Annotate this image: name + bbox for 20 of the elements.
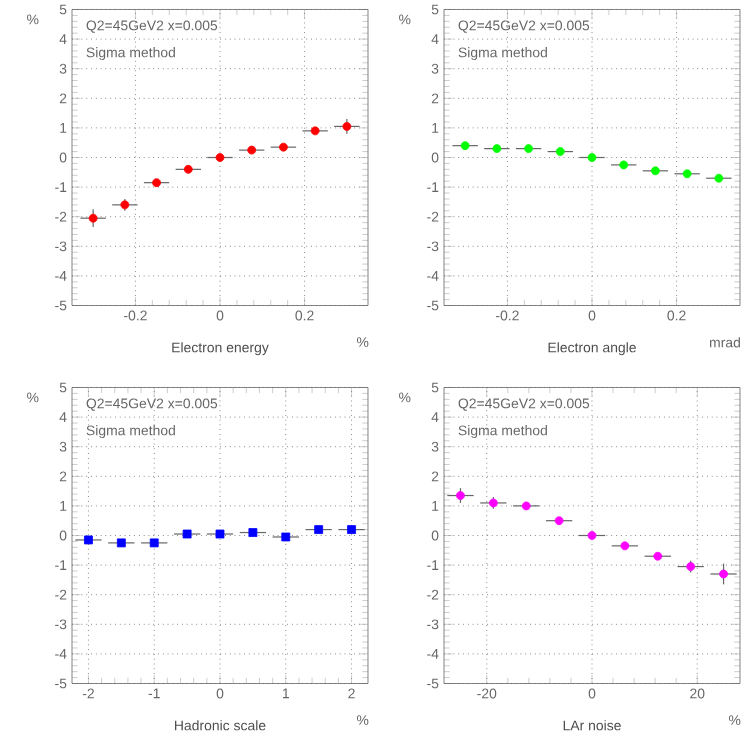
point xyxy=(714,174,724,183)
point xyxy=(88,214,98,223)
point xyxy=(587,153,597,163)
point xyxy=(719,569,728,579)
point xyxy=(619,160,629,170)
point xyxy=(84,535,93,545)
point xyxy=(281,532,291,542)
point xyxy=(182,529,192,539)
point xyxy=(248,528,258,538)
point xyxy=(524,144,533,154)
point xyxy=(149,538,159,548)
point xyxy=(347,525,356,535)
point xyxy=(460,141,470,151)
point xyxy=(492,144,502,154)
point xyxy=(682,169,692,179)
point xyxy=(215,529,225,539)
point xyxy=(116,538,126,548)
point xyxy=(555,147,565,157)
point xyxy=(651,166,660,176)
point xyxy=(314,525,324,535)
